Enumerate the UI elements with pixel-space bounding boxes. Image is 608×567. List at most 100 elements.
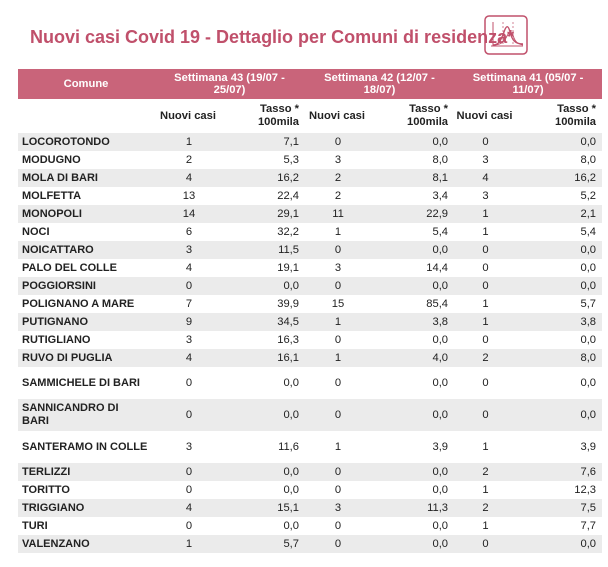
- cases-week-43: 0: [154, 399, 226, 431]
- cases-week-42: 1: [305, 349, 374, 367]
- column-header-comune: Comune: [18, 69, 154, 99]
- cases-week-42: 0: [305, 481, 374, 499]
- table-row: RUVO DI PUGLIA 4 16,1 1 4,0 2 8,0: [18, 349, 603, 367]
- cases-week-41: 0: [454, 535, 520, 553]
- rate-week-43: 5,3: [226, 151, 306, 169]
- rate-week-43: 0,0: [226, 277, 306, 295]
- rate-week-43: 16,2: [226, 169, 306, 187]
- cases-week-41: 0: [454, 331, 520, 349]
- table-row: MOLFETTA 13 22,4 2 3,4 3 5,2: [18, 187, 603, 205]
- table-row: PALO DEL COLLE 4 19,1 3 14,4 0 0,0: [18, 259, 603, 277]
- cases-week-42: 1: [305, 431, 374, 463]
- rate-week-42: 0,0: [373, 481, 455, 499]
- subheader-rate: Tasso * 100mila: [373, 99, 455, 133]
- municipality-name: MODUGNO: [18, 151, 154, 169]
- rate-week-42: 3,9: [373, 431, 455, 463]
- cases-week-42: 15: [305, 295, 374, 313]
- rate-week-41: 3,8: [519, 313, 603, 331]
- rate-week-41: 3,9: [519, 431, 603, 463]
- municipality-name: MOLA DI BARI: [18, 169, 154, 187]
- cases-week-41: 1: [454, 517, 520, 535]
- cases-week-42: 0: [305, 517, 374, 535]
- cases-week-43: 14: [154, 205, 226, 223]
- table-row: SANTERAMO IN COLLE 3 11,6 1 3,9 1 3,9: [18, 431, 603, 463]
- cases-week-42: 3: [305, 151, 374, 169]
- cases-week-41: 3: [454, 187, 520, 205]
- cases-week-43: 2: [154, 151, 226, 169]
- rate-week-41: 5,4: [519, 223, 603, 241]
- cases-week-43: 1: [154, 133, 226, 151]
- rate-week-41: 7,5: [519, 499, 603, 517]
- rate-week-41: 0,0: [519, 367, 603, 399]
- cases-week-43: 0: [154, 517, 226, 535]
- rate-week-43: 0,0: [226, 463, 306, 481]
- municipality-name: SANTERAMO IN COLLE: [18, 431, 154, 463]
- rate-week-42: 0,0: [373, 277, 455, 295]
- cases-week-43: 0: [154, 367, 226, 399]
- rate-week-41: 0,0: [519, 399, 603, 431]
- rate-week-42: 8,0: [373, 151, 455, 169]
- cases-week-41: 0: [454, 399, 520, 431]
- cases-week-42: 11: [305, 205, 374, 223]
- municipality-name: PALO DEL COLLE: [18, 259, 154, 277]
- cases-week-42: 2: [305, 169, 374, 187]
- rate-week-43: 19,1: [226, 259, 306, 277]
- cases-week-43: 0: [154, 481, 226, 499]
- rate-week-43: 0,0: [226, 367, 306, 399]
- municipality-name: TORITTO: [18, 481, 154, 499]
- rate-week-41: 8,0: [519, 349, 603, 367]
- rate-week-43: 22,4: [226, 187, 306, 205]
- cases-week-42: 1: [305, 223, 374, 241]
- rate-week-43: 16,3: [226, 331, 306, 349]
- table-row: NOICATTARO 3 11,5 0 0,0 0 0,0: [18, 241, 603, 259]
- subheader-cases: Nuovi casi: [454, 99, 520, 133]
- rate-week-42: 0,0: [373, 331, 455, 349]
- cases-week-41: 2: [454, 499, 520, 517]
- rate-week-43: 29,1: [226, 205, 306, 223]
- subheader-empty: [18, 99, 154, 133]
- rate-week-42: 0,0: [373, 535, 455, 553]
- subheader-rate: Tasso * 100mila: [226, 99, 306, 133]
- cases-week-42: 0: [305, 367, 374, 399]
- cases-week-42: 0: [305, 535, 374, 553]
- rate-week-43: 0,0: [226, 517, 306, 535]
- cases-week-41: 1: [454, 481, 520, 499]
- rate-week-41: 0,0: [519, 133, 603, 151]
- municipality-name: LOCOROTONDO: [18, 133, 154, 151]
- column-header-week-42: Settimana 42 (12/07 - 18/07): [305, 69, 455, 99]
- municipality-name: MOLFETTA: [18, 187, 154, 205]
- rate-week-42: 85,4: [373, 295, 455, 313]
- municipality-name: TERLIZZI: [18, 463, 154, 481]
- municipality-name: TRIGGIANO: [18, 499, 154, 517]
- cases-week-42: 2: [305, 187, 374, 205]
- table-row: TORITTO 0 0,0 0 0,0 1 12,3: [18, 481, 603, 499]
- rate-week-42: 3,8: [373, 313, 455, 331]
- table-row: PUTIGNANO 9 34,5 1 3,8 1 3,8: [18, 313, 603, 331]
- rate-week-42: 0,0: [373, 241, 455, 259]
- rate-week-41: 0,0: [519, 277, 603, 295]
- cases-week-43: 0: [154, 463, 226, 481]
- table-row: NOCI 6 32,2 1 5,4 1 5,4: [18, 223, 603, 241]
- rate-week-41: 12,3: [519, 481, 603, 499]
- municipality-name: TURI: [18, 517, 154, 535]
- table-row: TRIGGIANO 4 15,1 3 11,3 2 7,5: [18, 499, 603, 517]
- municipality-name: RUTIGLIANO: [18, 331, 154, 349]
- cases-week-43: 4: [154, 349, 226, 367]
- rate-week-42: 0,0: [373, 133, 455, 151]
- cases-week-42: 0: [305, 241, 374, 259]
- table-row: SAMMICHELE DI BARI 0 0,0 0 0,0 0 0,0: [18, 367, 603, 399]
- cases-week-41: 1: [454, 205, 520, 223]
- cases-week-43: 7: [154, 295, 226, 313]
- cases-week-43: 0: [154, 277, 226, 295]
- table-body: LOCOROTONDO 1 7,1 0 0,0 0 0,0 MODUGNO 2 5,3 3 8,0 3 8…: [18, 133, 603, 553]
- rate-week-41: 5,7: [519, 295, 603, 313]
- municipality-name: PUTIGNANO: [18, 313, 154, 331]
- cases-week-43: 3: [154, 331, 226, 349]
- rate-week-42: 5,4: [373, 223, 455, 241]
- cases-week-41: 0: [454, 133, 520, 151]
- rate-week-43: 39,9: [226, 295, 306, 313]
- table-row: TURI 0 0,0 0 0,0 1 7,7: [18, 517, 603, 535]
- cases-week-42: 0: [305, 277, 374, 295]
- cases-week-41: 0: [454, 277, 520, 295]
- table-row: TERLIZZI 0 0,0 0 0,0 2 7,6: [18, 463, 603, 481]
